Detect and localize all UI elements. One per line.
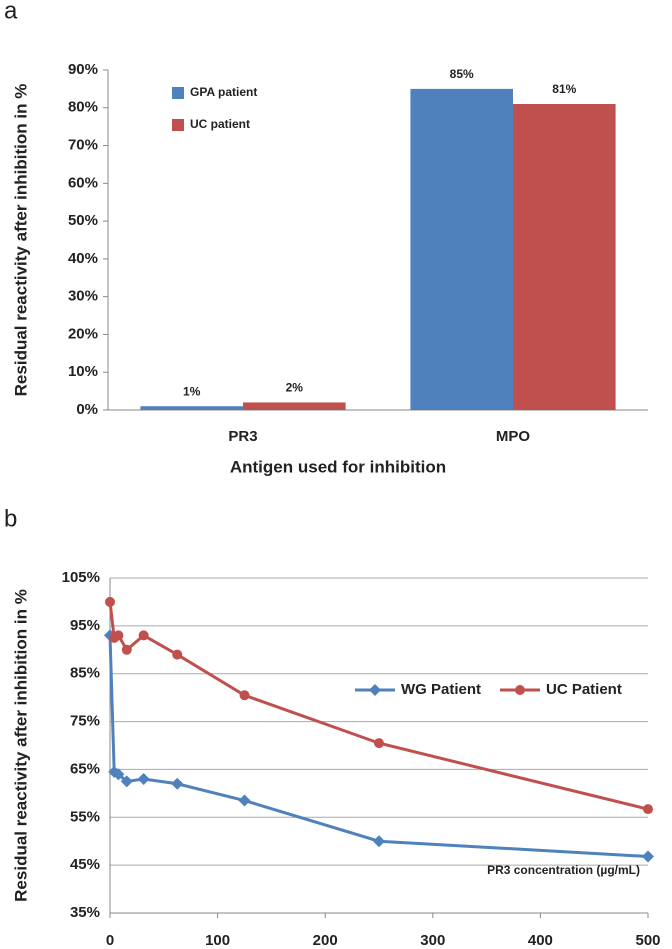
value-label: 1% <box>183 384 201 398</box>
y-axis-title: Residual reactivity after inhibition in … <box>11 589 30 902</box>
legend-label: UC patient <box>190 117 250 131</box>
y-tick-label: 60% <box>68 174 98 191</box>
point <box>642 850 654 863</box>
legend-marker <box>515 685 525 695</box>
panel-label: a <box>4 0 18 24</box>
point <box>138 630 149 641</box>
y-tick-label: 35% <box>70 904 100 921</box>
point <box>137 773 150 785</box>
point <box>112 768 125 781</box>
point <box>374 738 384 749</box>
point <box>238 794 251 807</box>
x-tick-label: 200 <box>313 932 338 949</box>
bar <box>140 406 243 410</box>
x-tick-label: MPO <box>496 428 531 445</box>
x-axis-title: Antigen used for inhibition <box>230 457 446 476</box>
y-tick-label: 85% <box>70 665 100 682</box>
point <box>643 804 653 815</box>
bar <box>243 402 346 410</box>
bar <box>513 104 616 410</box>
y-tick-label: 95% <box>70 617 100 634</box>
y-tick-label: 105% <box>62 569 100 586</box>
point <box>113 630 124 641</box>
point <box>172 649 183 660</box>
value-label: 2% <box>286 381 304 395</box>
x-tick-label: 500 <box>635 932 660 949</box>
line <box>108 601 649 811</box>
y-tick-label: 20% <box>68 325 98 342</box>
y-tick-label: 40% <box>68 250 98 267</box>
y-tick-label: 10% <box>68 363 98 380</box>
point <box>121 644 132 655</box>
x-tick-label: 100 <box>205 932 230 949</box>
y-tick-label: 45% <box>70 856 100 873</box>
point <box>373 835 385 848</box>
y-tick-label: 75% <box>70 713 100 730</box>
y-tick-label: 0% <box>76 401 98 418</box>
value-label: 85% <box>450 67 474 81</box>
y-tick-label: 65% <box>70 760 100 777</box>
point <box>120 775 133 788</box>
legend-swatch <box>172 87 184 99</box>
legend-marker <box>369 684 381 696</box>
point <box>239 690 250 701</box>
point <box>105 596 115 607</box>
x-tick-label: 0 <box>106 932 114 949</box>
y-tick-label: 55% <box>70 808 100 825</box>
y-tick-label: 90% <box>68 61 98 78</box>
x-tick-label: PR3 <box>228 428 257 445</box>
y-axis-title: Residual reactivity after inhibition in … <box>11 84 30 397</box>
legend-label: WG Patient <box>401 681 481 698</box>
bar <box>410 88 513 410</box>
point <box>171 777 184 790</box>
panel-label: b <box>4 505 17 532</box>
y-tick-label: 30% <box>68 288 98 305</box>
legend-label: UC Patient <box>546 681 622 698</box>
y-tick-label: 80% <box>68 99 98 116</box>
x-tick-label: 400 <box>528 932 553 949</box>
legend-label: GPA patient <box>190 85 257 99</box>
annotation: PR3 concentration (µg/mL) <box>487 863 640 877</box>
value-label: 81% <box>552 82 576 96</box>
y-tick-label: 50% <box>68 212 98 229</box>
y-tick-label: 70% <box>68 137 98 154</box>
legend-swatch <box>172 119 184 131</box>
x-tick-label: 300 <box>420 932 445 949</box>
